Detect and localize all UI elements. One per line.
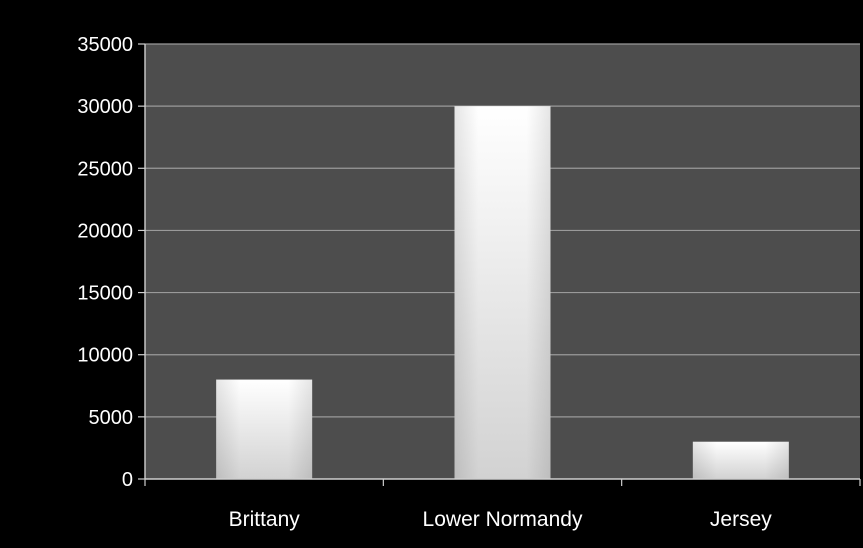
x-tick-label: Brittany [229,508,301,531]
bar-shading [454,106,551,480]
y-tick-label: 25000 [77,158,133,180]
y-tick-label: 20000 [77,220,133,242]
x-tick-label: Jersey [710,508,772,531]
axes [138,43,861,486]
bar-shading [692,441,789,479]
y-tick-label: 15000 [77,283,133,305]
tick-labels: 0 5000 10000 15000 20000 25000 30000 35000 Britt… [77,34,772,531]
y-tick-label: 0 [122,469,133,491]
y-tick-label: 5000 [89,407,134,429]
bar-shading [216,379,313,479]
x-tick-label: Lower Normandy [423,508,583,531]
y-tick-label: 30000 [77,96,133,118]
y-tick-label: 10000 [77,345,133,367]
bars [216,106,789,480]
y-tick-label: 35000 [77,34,133,56]
